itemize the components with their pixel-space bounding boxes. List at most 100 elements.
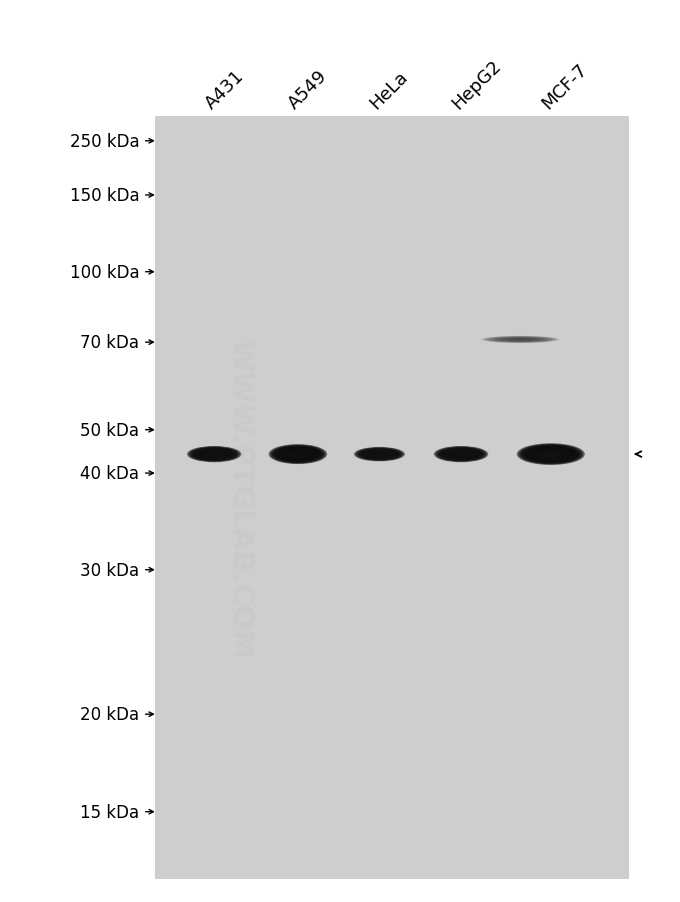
Ellipse shape <box>188 446 240 463</box>
Ellipse shape <box>191 447 237 462</box>
Ellipse shape <box>527 447 575 462</box>
Ellipse shape <box>547 454 554 456</box>
Ellipse shape <box>198 450 231 459</box>
Ellipse shape <box>197 449 232 460</box>
Ellipse shape <box>286 451 309 458</box>
Ellipse shape <box>373 453 386 456</box>
Ellipse shape <box>358 448 401 461</box>
Ellipse shape <box>520 445 581 465</box>
Text: A549: A549 <box>285 67 331 113</box>
Text: 15 kDa: 15 kDa <box>80 803 139 821</box>
Bar <box>155 117 629 879</box>
Ellipse shape <box>437 447 486 462</box>
Text: 100 kDa: 100 kDa <box>70 263 139 281</box>
Ellipse shape <box>202 451 226 458</box>
Ellipse shape <box>541 451 561 458</box>
Ellipse shape <box>292 453 304 456</box>
Ellipse shape <box>295 454 301 456</box>
Ellipse shape <box>481 336 560 344</box>
Ellipse shape <box>529 447 573 462</box>
Ellipse shape <box>290 452 305 457</box>
Ellipse shape <box>496 338 544 342</box>
Ellipse shape <box>438 447 484 462</box>
Ellipse shape <box>211 454 217 456</box>
Text: 50 kDa: 50 kDa <box>80 421 139 439</box>
Ellipse shape <box>205 452 224 457</box>
Ellipse shape <box>530 448 571 461</box>
Ellipse shape <box>371 452 388 457</box>
Ellipse shape <box>546 453 556 456</box>
Ellipse shape <box>187 446 241 463</box>
Ellipse shape <box>526 446 577 463</box>
Ellipse shape <box>435 446 487 463</box>
Ellipse shape <box>360 449 398 460</box>
Ellipse shape <box>439 448 483 461</box>
Text: 150 kDa: 150 kDa <box>70 187 139 205</box>
Ellipse shape <box>192 448 236 461</box>
Ellipse shape <box>280 448 316 461</box>
Ellipse shape <box>539 451 563 458</box>
Ellipse shape <box>441 448 481 461</box>
Ellipse shape <box>210 454 218 456</box>
Ellipse shape <box>368 451 391 458</box>
Ellipse shape <box>275 446 321 463</box>
Ellipse shape <box>549 454 553 456</box>
Ellipse shape <box>434 446 488 463</box>
Ellipse shape <box>269 445 327 465</box>
Ellipse shape <box>517 444 585 465</box>
Ellipse shape <box>483 336 558 344</box>
Ellipse shape <box>271 446 324 464</box>
Ellipse shape <box>194 448 235 461</box>
Ellipse shape <box>270 446 326 464</box>
Ellipse shape <box>362 449 397 460</box>
Ellipse shape <box>495 337 545 343</box>
Ellipse shape <box>367 451 392 458</box>
Ellipse shape <box>456 453 466 456</box>
Ellipse shape <box>493 337 547 343</box>
Ellipse shape <box>364 450 395 459</box>
Ellipse shape <box>487 337 554 343</box>
Text: HeLa: HeLa <box>367 68 412 113</box>
Ellipse shape <box>288 451 308 458</box>
Ellipse shape <box>206 452 222 457</box>
Ellipse shape <box>458 454 464 456</box>
Text: MCF-7: MCF-7 <box>538 60 590 113</box>
Text: WWW.PTGLAB.COM: WWW.PTGLAB.COM <box>226 338 254 658</box>
Ellipse shape <box>372 453 387 456</box>
Ellipse shape <box>276 447 320 462</box>
Ellipse shape <box>377 454 382 456</box>
Ellipse shape <box>296 454 299 456</box>
Text: 70 kDa: 70 kDa <box>80 334 139 352</box>
Ellipse shape <box>374 453 385 456</box>
Ellipse shape <box>279 448 317 461</box>
Text: 40 kDa: 40 kDa <box>80 465 139 483</box>
Ellipse shape <box>449 451 473 458</box>
Ellipse shape <box>283 450 312 460</box>
Ellipse shape <box>190 447 239 462</box>
Ellipse shape <box>363 450 396 459</box>
Ellipse shape <box>454 453 468 456</box>
Ellipse shape <box>355 447 404 462</box>
Text: 250 kDa: 250 kDa <box>70 133 139 151</box>
Ellipse shape <box>452 452 471 457</box>
Ellipse shape <box>285 450 311 459</box>
Ellipse shape <box>532 448 570 461</box>
Text: 30 kDa: 30 kDa <box>80 561 139 579</box>
Text: HepG2: HepG2 <box>448 57 505 113</box>
Ellipse shape <box>359 449 400 460</box>
Ellipse shape <box>369 452 390 457</box>
Ellipse shape <box>536 450 566 459</box>
Ellipse shape <box>282 449 314 460</box>
Ellipse shape <box>203 451 225 458</box>
Ellipse shape <box>491 337 549 343</box>
Ellipse shape <box>498 338 542 342</box>
Ellipse shape <box>519 445 583 465</box>
Ellipse shape <box>446 450 476 459</box>
Ellipse shape <box>199 450 229 459</box>
Ellipse shape <box>207 453 221 456</box>
Ellipse shape <box>524 446 578 464</box>
Ellipse shape <box>375 454 384 456</box>
Ellipse shape <box>277 447 318 462</box>
Text: A431: A431 <box>201 67 248 113</box>
Ellipse shape <box>273 446 323 463</box>
